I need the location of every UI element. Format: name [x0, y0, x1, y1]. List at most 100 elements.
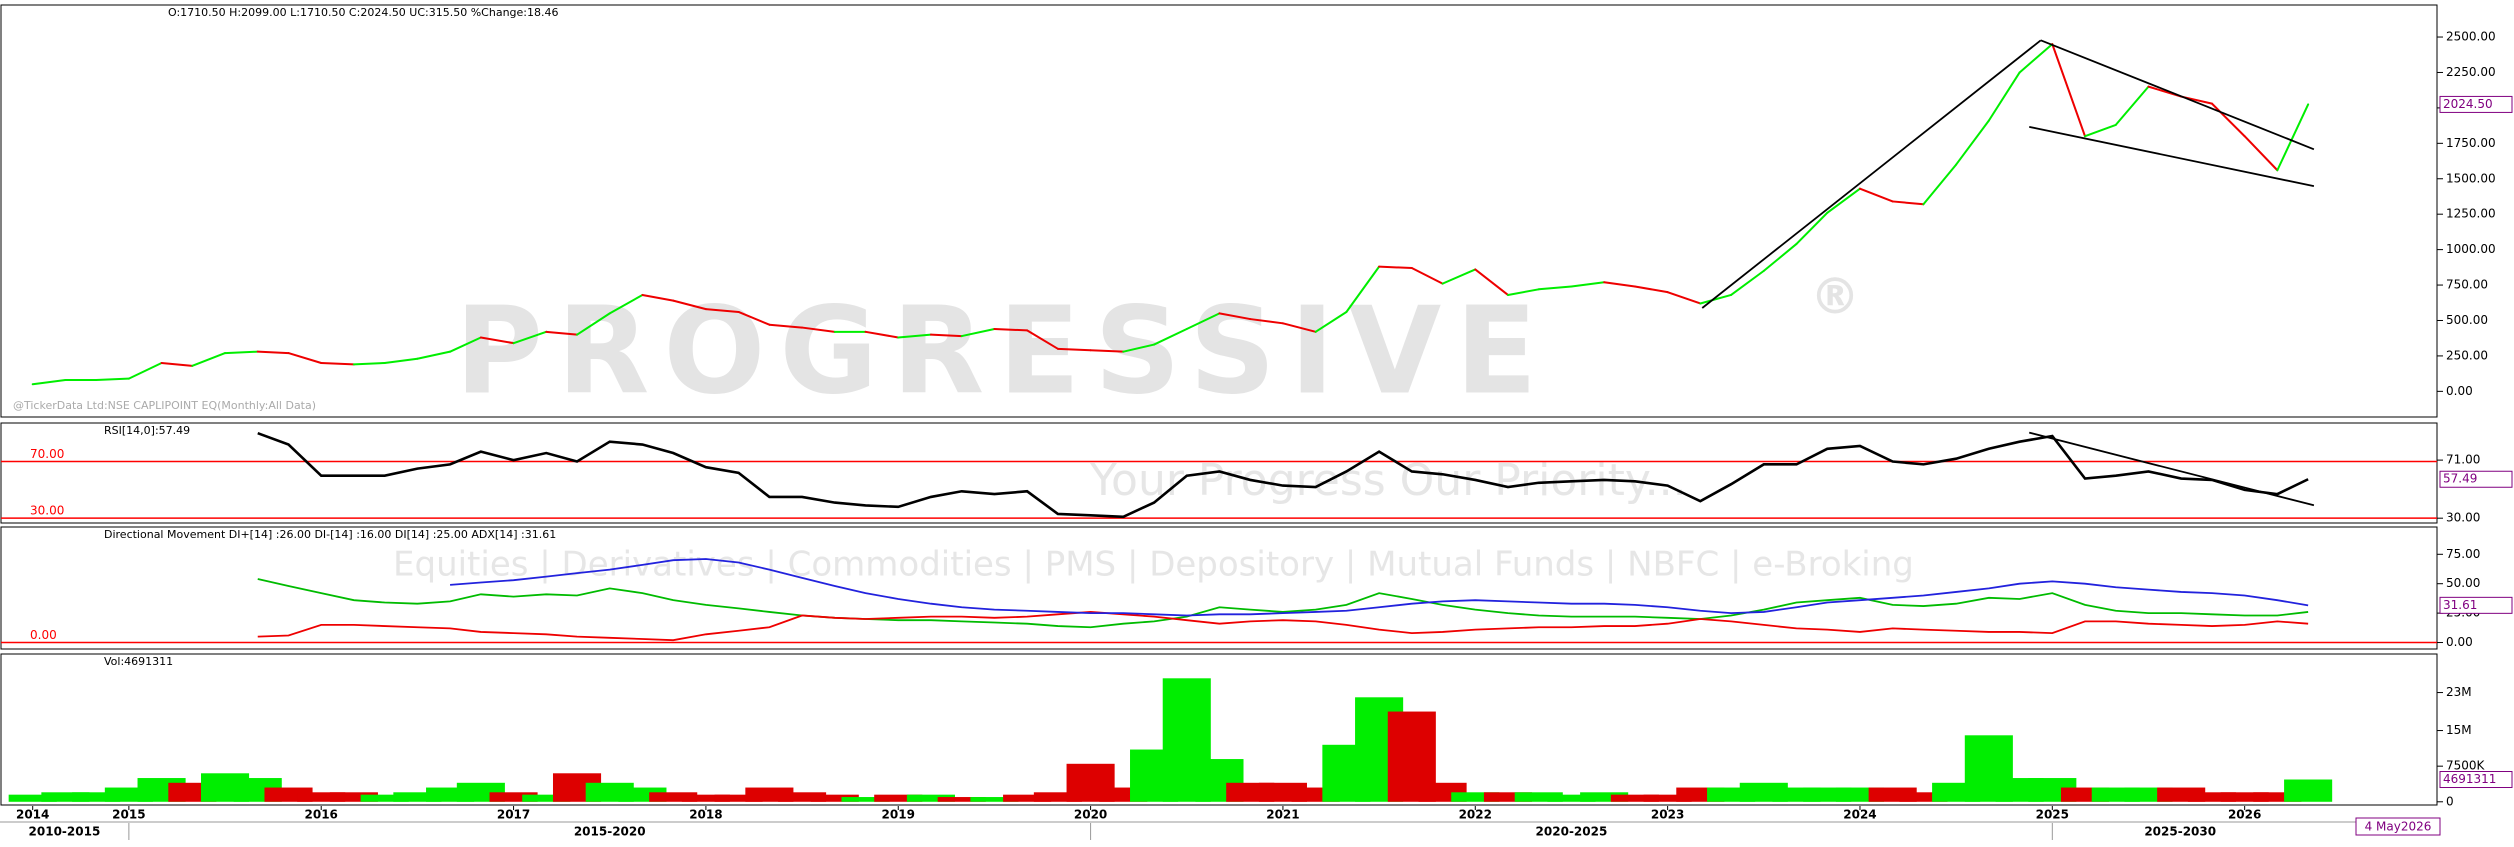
y-tick-label: 1750.00: [2446, 136, 2496, 150]
last-value-box: [2439, 596, 2513, 614]
period-label: 2025-2030: [2144, 825, 2216, 839]
price-segment: [897, 333, 932, 339]
x-tick-label: 2015: [112, 808, 145, 822]
panel-title: Vol:4691311: [104, 655, 173, 668]
price-segment: [127, 362, 163, 380]
trendline: [2029, 431, 2315, 507]
volume-bar: [1610, 794, 1659, 802]
y-tick-label: 2250.00: [2446, 65, 2496, 79]
trendline: [1701, 39, 2042, 309]
indicator-line: [257, 578, 2309, 629]
price-segment: [672, 299, 707, 311]
panel-title: RSI[14,0]:57.49: [104, 424, 190, 437]
price-segment: [1603, 281, 1636, 288]
last-value-box: [2439, 771, 2513, 789]
date-box: [2355, 817, 2441, 836]
price-segment: [95, 377, 130, 382]
watermark-brand: PROGRESSIVE: [455, 283, 1551, 422]
price-segment: [416, 350, 452, 360]
price-segment: [1122, 343, 1156, 353]
volume-bar: [874, 794, 923, 802]
volume-bar: [681, 794, 730, 802]
price-segment: [2018, 43, 2054, 74]
panel-frame: [0, 653, 2438, 806]
price-segment: [352, 362, 386, 366]
x-tick-label: 2025: [2036, 808, 2069, 822]
y-tick-label: 1250.00: [2446, 207, 2496, 221]
x-tick-label: 2021: [1266, 808, 1299, 822]
price-segment: [383, 357, 419, 365]
x-tick-label: 2016: [305, 808, 338, 822]
volume-bar: [297, 792, 346, 802]
y-tick-label: 71.00: [2446, 453, 2480, 467]
price-segment: [1666, 291, 1702, 305]
price-segment: [993, 327, 1029, 332]
price-segment: [31, 379, 67, 386]
x-tick-label: 2019: [882, 808, 915, 822]
price-segment: [1056, 347, 1092, 352]
y-tick-label: 2500.00: [2446, 30, 2496, 44]
volume-bar: [1514, 792, 1563, 802]
volume-bar: [1451, 792, 1500, 802]
volume-bar: [8, 794, 57, 802]
panel-frame: [0, 4, 2438, 418]
price-segment: [1506, 288, 1540, 296]
x-tick-label: 2024: [1843, 808, 1876, 822]
price-segment: [512, 330, 548, 345]
period-label: 2020-2025: [1536, 825, 1608, 839]
price-segment: [191, 352, 227, 367]
y-tick-label: 15M: [2446, 723, 2472, 737]
price-segment: [2051, 43, 2087, 138]
last-value-box: [2439, 470, 2513, 488]
y-tick-label: 500.00: [2446, 313, 2488, 327]
period-label: 2015-2020: [574, 825, 646, 839]
price-segment: [1891, 200, 1925, 206]
price-segment: [1537, 285, 1573, 291]
watermark-mark: ®: [1810, 268, 1860, 326]
volume-bar: [2220, 792, 2269, 802]
price-segment: [1730, 269, 1765, 296]
indicator-line: [450, 558, 2309, 617]
last-date: 4 May2026: [2365, 820, 2432, 834]
price-segment: [224, 350, 259, 355]
volume-bar: [1899, 792, 1948, 802]
price-segment: [1633, 285, 1669, 294]
y-tick-label: 0.00: [2446, 635, 2473, 649]
price-segment: [256, 350, 290, 355]
price-segment: [1826, 187, 1861, 214]
trendline: [2040, 39, 2315, 151]
price-segment: [1281, 322, 1317, 333]
volume-bar: [1483, 792, 1533, 802]
price-segment: [1218, 312, 1252, 321]
price-segment: [929, 333, 963, 338]
last-value-label: 31.61: [2443, 598, 2477, 612]
x-tick-label: 2018: [689, 808, 722, 822]
price-segment: [1314, 310, 1348, 333]
price-segment: [1410, 267, 1444, 285]
volume-bar: [906, 794, 955, 802]
price-segment: [608, 293, 644, 315]
volume-bar: [937, 797, 986, 802]
volume-bar: [1033, 792, 1082, 802]
price-segment: [2243, 135, 2279, 172]
price-segment: [1762, 242, 1798, 272]
volume-bar: [1643, 794, 1692, 802]
price-segment: [2084, 123, 2117, 138]
volume-bar: [41, 792, 90, 802]
price-segment: [864, 330, 900, 339]
x-tick-label: 2014: [16, 808, 49, 822]
volume-bar: [2187, 792, 2237, 802]
price-segment: [2114, 85, 2150, 126]
price-segment: [1795, 211, 1829, 245]
x-tick-label: 2026: [2228, 808, 2261, 822]
price-segment: [1474, 268, 1509, 296]
volume-bar: [2253, 792, 2302, 802]
y-tick-label: 1000.00: [2446, 242, 2496, 256]
indicator-line: [257, 431, 2309, 519]
price-segment: [1185, 312, 1221, 330]
volume-bar: [522, 794, 571, 802]
price-segment: [2276, 103, 2310, 172]
price-segment: [1858, 187, 1894, 203]
panel-frame: [0, 422, 2438, 524]
price-segment: [704, 308, 740, 313]
